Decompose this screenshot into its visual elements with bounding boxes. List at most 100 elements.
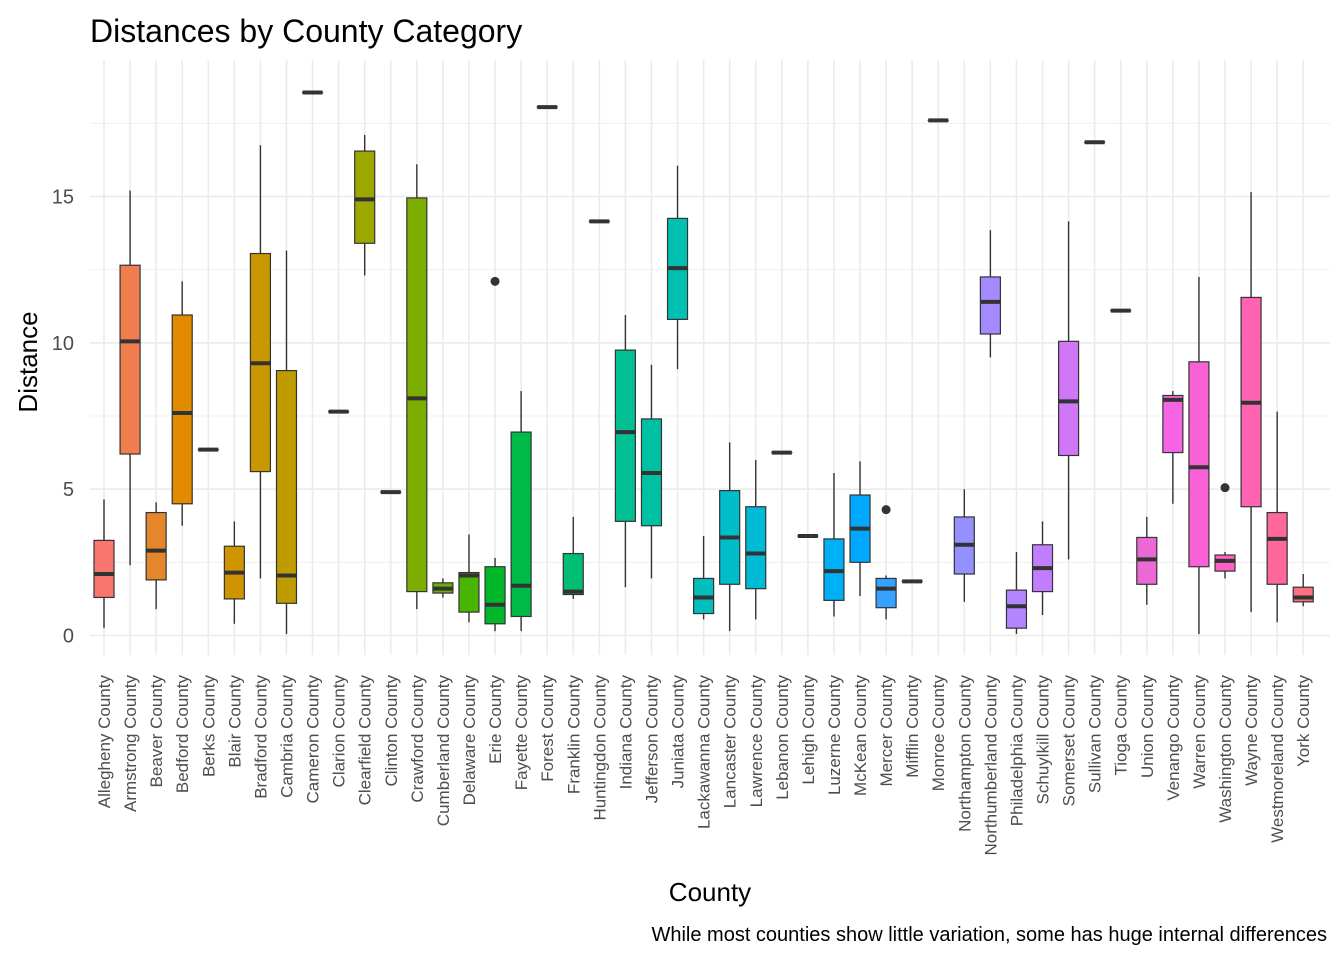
box-body [510,431,532,618]
x-tick-label: Lawrence County [747,675,766,808]
box-body [93,539,115,599]
box-schuylkill-county [1031,521,1054,616]
x-tick-label: Cumberland County [434,675,453,827]
box-blair-county [223,521,245,624]
x-tick-label: McKean County [851,675,870,796]
outlier-point [1220,483,1230,493]
box-york-county [1292,574,1314,607]
x-tick-label: Delaware County [460,675,479,806]
outlier-point [490,276,500,286]
x-tick-label: Westmoreland County [1268,675,1287,843]
x-tick-label: Lackawanna County [695,675,714,830]
x-tick-label: York County [1294,675,1313,767]
x-tick-label: Lehigh County [799,675,818,785]
box-union-county [1136,516,1158,605]
box-armstrong-county [119,190,141,566]
x-tick-label: Northumberland County [981,675,1000,856]
x-tick-label: Washington County [1216,675,1235,823]
box-juniata-county [666,165,689,370]
box-mercer-county [875,505,897,620]
box-somerset-county [1057,221,1080,560]
box-body [275,370,298,604]
box-crawford-county [406,164,428,610]
y-axis-ticks: 0 5 10 15 [52,186,74,647]
y-axis-title: Distance [13,311,43,412]
box-body [119,264,141,455]
box-body [1266,511,1288,585]
box-westmoreland-county [1266,411,1288,623]
box-body [875,577,897,609]
box-body [1188,361,1210,568]
box-body [145,511,167,581]
box-body [979,276,1001,335]
x-tick-label: Bedford County [173,675,192,794]
box-bedford-county [171,281,193,526]
x-tick-label: Philadelphia County [1007,675,1026,827]
box-franklin-county [562,516,584,599]
x-tick-label: Luzerne County [825,675,844,796]
chart-title: Distances by County Category [90,13,522,49]
box-body [1005,589,1028,629]
x-tick-label: Mifflin County [903,675,922,778]
box-luzerne-county [823,473,845,617]
x-tick-label: Juniata County [669,675,688,789]
box-erie-county [484,276,506,632]
x-tick-label: Armstrong County [121,675,140,812]
x-tick-label: Mercer County [877,675,896,787]
box-lawrence-county [745,459,767,620]
box-warren-county [1188,276,1210,635]
x-axis-ticks: Allegheny County Armstrong County Beaver C… [95,675,1313,856]
box-body [745,506,767,590]
box-clearfield-county [354,134,376,276]
box-beaver-county [145,502,167,610]
x-tick-label: Clinton County [382,675,401,787]
x-tick-label: Bradford County [251,675,270,799]
x-tick-label: Huntingdon County [590,675,609,821]
box-allegheny-county [93,499,115,629]
x-tick-label: Schuylkill County [1034,675,1053,805]
box-body [614,349,637,522]
box-body [1214,554,1236,572]
x-tick-label: Wayne County [1242,675,1261,786]
box-body [1162,394,1184,454]
box-jefferson-county [640,364,663,579]
x-tick-label: Clearfield County [356,675,375,806]
box-body [1057,340,1080,457]
box-body [171,314,193,505]
x-tick-label: Somerset County [1060,675,1079,807]
box-body [562,552,584,596]
box-venango-county [1162,391,1184,504]
boxplot-series [93,90,1314,635]
y-tick-label: 0 [63,626,74,648]
x-tick-label: Crawford County [408,675,427,803]
x-tick-label: Beaver County [147,675,166,788]
x-tick-label: Fayette County [512,675,531,791]
x-tick-label: Tioga County [1112,675,1131,776]
x-tick-label: Warren County [1190,675,1209,789]
x-tick-label: Cambria County [277,675,296,798]
box-washington-county [1214,483,1236,579]
outlier-point [881,505,891,515]
box-body [484,566,506,625]
x-tick-label: Clarion County [330,675,349,788]
box-fayette-county [510,391,532,632]
x-tick-label: Northampton County [955,675,974,832]
box-delaware-county [458,534,480,623]
box-cambria-county [275,250,298,635]
x-tick-label: Jefferson County [642,675,661,804]
box-wayne-county [1240,192,1262,613]
box-body [354,150,376,244]
box-cumberland-county [432,578,454,598]
x-tick-label: Sullivan County [1086,675,1105,794]
box-body [458,571,480,613]
chart-caption: While most counties show little variatio… [651,924,1327,946]
x-tick-label: Venango County [1164,675,1183,801]
x-tick-label: Blair County [225,675,244,768]
x-tick-label: Union County [1138,675,1157,779]
box-body [406,197,428,593]
box-indiana-county [614,314,637,588]
y-tick-label: 15 [52,186,74,208]
x-tick-label: Monroe County [929,675,948,792]
x-tick-label: Cameron County [304,675,323,804]
